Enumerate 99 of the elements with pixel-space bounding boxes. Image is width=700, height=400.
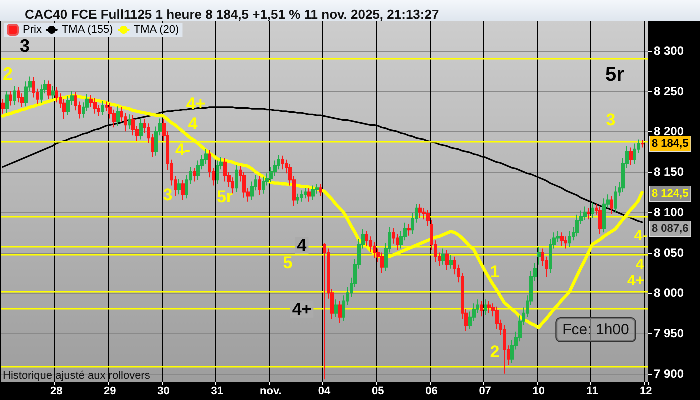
x-tick-label: 11 xyxy=(586,386,598,398)
annotation: 3 xyxy=(20,36,30,56)
candlestick xyxy=(216,160,219,185)
y-tick-label: 8 250 xyxy=(654,84,684,98)
x-tick-label: 05 xyxy=(372,386,384,398)
x-tick-label: 04 xyxy=(318,386,332,398)
candlestick xyxy=(93,98,97,114)
x-tick-label: nov. xyxy=(260,386,282,398)
candlestick xyxy=(407,224,411,236)
candlestick xyxy=(338,300,342,324)
annotation: 4 xyxy=(297,236,308,256)
annotation: 1 xyxy=(490,262,500,282)
candlestick xyxy=(587,208,590,220)
legend-label: TMA (155) xyxy=(62,24,114,36)
annotation: 3 xyxy=(163,186,173,204)
y-tick-label: 8 050 xyxy=(654,246,684,260)
candlestick xyxy=(487,300,491,314)
candlestick xyxy=(480,300,483,318)
candlestick xyxy=(614,186,617,213)
candlestick xyxy=(1,98,5,114)
y-tick-label: 8 100 xyxy=(654,205,684,220)
x-tick-label: 06 xyxy=(426,386,438,398)
candlestick xyxy=(40,84,43,104)
candlestick xyxy=(633,143,636,164)
candlestick xyxy=(47,80,51,100)
annotation: Fce: 1h00 xyxy=(562,322,630,338)
candlestick xyxy=(51,86,55,100)
candlestick xyxy=(235,165,238,193)
candlestick xyxy=(441,248,445,266)
candlestick xyxy=(296,193,299,205)
candlestick xyxy=(568,230,571,248)
annotation: 2 xyxy=(2,64,14,84)
annotation: 5 xyxy=(283,254,293,272)
legend-label: TMA (20) xyxy=(134,24,180,36)
text: 8 184,5 xyxy=(652,138,689,150)
candlestick xyxy=(449,254,453,270)
candlestick xyxy=(323,242,326,380)
annotation: 4+ xyxy=(292,300,312,319)
annotation: 4- xyxy=(175,140,191,160)
chart-title: CAC40 FCE Full1125 1 heure 8 184,5 +1,51 % 11 nov. 2025, 21:13:27 xyxy=(25,7,440,22)
candlestick xyxy=(560,232,564,247)
candlestick xyxy=(575,214,579,238)
candlestick xyxy=(334,299,338,318)
x-tick-label: 29 xyxy=(104,386,116,398)
candlestick xyxy=(445,250,449,272)
candlestick xyxy=(629,147,633,166)
candlestick xyxy=(418,204,422,219)
candlestick xyxy=(300,190,303,202)
legend-label: Prix xyxy=(23,24,42,36)
candlestick xyxy=(101,100,104,116)
candlestick xyxy=(304,188,307,200)
x-tick-label: 07 xyxy=(479,386,492,398)
candlestick xyxy=(583,206,587,221)
candlestick xyxy=(181,180,185,201)
text: 8 124,5 xyxy=(652,188,689,200)
candlestick xyxy=(9,90,12,106)
candlestick xyxy=(116,106,120,126)
x-tick-label: 28 xyxy=(50,386,63,398)
annotation: 3 xyxy=(606,110,616,130)
y-tick-label: 7 950 xyxy=(654,326,684,341)
candlestick xyxy=(281,155,284,170)
y-tick-label: 7 900 xyxy=(654,366,684,381)
candlestick xyxy=(177,178,181,196)
x-tick-label: 31 xyxy=(211,386,224,398)
annotation: Historique ajusté aux rollovers xyxy=(3,370,151,382)
candlestick xyxy=(564,236,567,250)
candlestick xyxy=(66,96,70,116)
y-tick-label: 8 000 xyxy=(654,286,684,300)
y-tick-label: 8 200 xyxy=(654,124,684,139)
annotation: 5r xyxy=(216,188,234,206)
annotation: 2 xyxy=(490,342,500,362)
candlestick xyxy=(128,114,131,130)
candlestick xyxy=(139,118,143,140)
candlestick xyxy=(311,185,315,201)
candlestick xyxy=(591,202,594,219)
candlestick xyxy=(641,140,644,148)
y-tick-label: 8 150 xyxy=(654,165,684,180)
candlestick xyxy=(262,176,265,194)
x-tick-label: 12 xyxy=(640,386,652,398)
candlestick xyxy=(258,176,261,196)
candlestick xyxy=(484,299,487,316)
candlestick xyxy=(610,196,613,215)
annotation: 4+ xyxy=(627,272,645,290)
candlestick xyxy=(380,252,384,274)
x-tick-label: 10 xyxy=(532,386,546,398)
text: 8 087,6 xyxy=(652,223,689,235)
annotation: 5r xyxy=(606,64,625,86)
candlestick xyxy=(193,167,196,182)
candlestick xyxy=(602,198,606,234)
candlestick xyxy=(13,86,16,106)
candlestick xyxy=(17,86,20,104)
candlestick xyxy=(598,206,602,235)
annotation: 4 xyxy=(188,114,198,134)
candlestick xyxy=(5,90,9,114)
candlestick xyxy=(537,246,541,266)
candlestick xyxy=(307,188,311,202)
candlestick xyxy=(319,184,322,197)
x-tick-label: 30 xyxy=(158,386,170,398)
y-tick-label: 8 300 xyxy=(654,44,684,58)
